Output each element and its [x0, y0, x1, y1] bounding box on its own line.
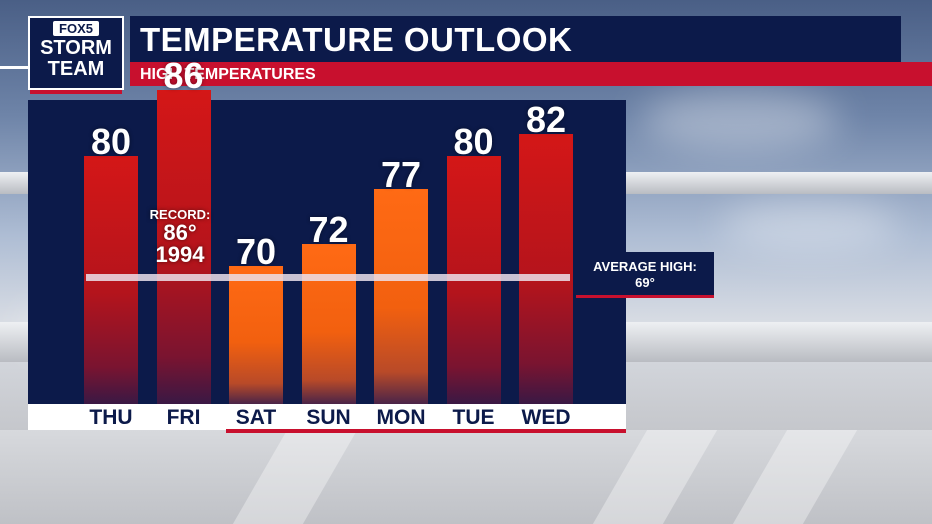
background-cloud	[640, 90, 840, 150]
average-high-value: 69°	[635, 275, 655, 290]
value-label-fri: 86	[163, 55, 204, 96]
logo-red-bar	[30, 90, 122, 94]
record-annotation: RECORD: 86° 1994	[140, 207, 220, 266]
bar-sat	[229, 266, 283, 404]
logo-team-text: TEAM	[47, 58, 105, 80]
average-high-line	[86, 274, 570, 281]
page-title: TEMPERATURE OUTLOOK	[130, 16, 901, 62]
record-label: RECORD:	[149, 207, 211, 222]
day-label-sun: SUN	[306, 406, 351, 429]
value-label-sun: 72	[308, 209, 349, 250]
background-floor	[0, 430, 932, 524]
bar-sun	[301, 244, 356, 404]
value-label-tue: 80	[453, 121, 494, 162]
day-label-sat: SAT	[235, 406, 277, 429]
day-label-wed: WED	[521, 406, 571, 429]
background-cloud	[720, 200, 900, 250]
logo-storm-text: STORM	[40, 37, 112, 59]
bar-mon	[374, 189, 428, 404]
weekend-underline	[226, 429, 626, 433]
average-high-label: AVERAGE HIGH:	[593, 259, 697, 274]
logo-fox5-text: FOX5	[53, 21, 99, 36]
logo-stub	[0, 66, 28, 69]
day-label-mon: MON	[376, 406, 426, 429]
value-label-wed: 82	[525, 99, 567, 140]
day-label-fri: FRI	[166, 406, 201, 429]
day-label-thu: THU	[89, 406, 133, 429]
bar-fri	[156, 90, 211, 404]
bar-wed	[519, 134, 573, 404]
value-label-mon: 77	[380, 154, 422, 195]
value-label-sat: 70	[235, 231, 277, 272]
station-logo: FOX5 STORM TEAM	[28, 16, 124, 94]
day-label-strip	[28, 404, 626, 430]
record-year: 1994	[155, 242, 205, 267]
page-subtitle: HIGH TEMPERATURES	[130, 62, 932, 86]
average-high-box: AVERAGE HIGH: 69°	[576, 252, 714, 298]
day-label-tue: TUE	[452, 406, 495, 429]
value-label-thu: 80	[90, 121, 132, 162]
record-value: 86°	[163, 220, 197, 245]
